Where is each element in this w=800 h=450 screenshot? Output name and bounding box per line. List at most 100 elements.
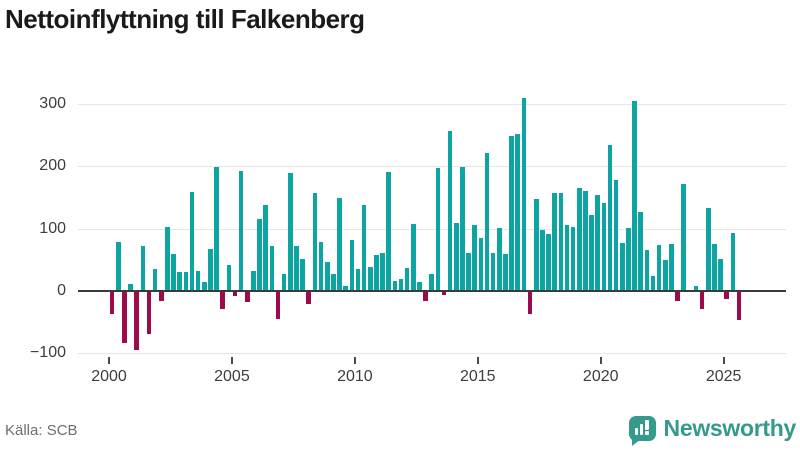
y-axis-label-300: 300	[39, 95, 66, 113]
bar-2006-q4	[275, 291, 281, 320]
bar-glyph-short	[634, 427, 639, 435]
bar-2019-q3	[589, 215, 594, 290]
bar-2014-q3	[466, 253, 471, 290]
bar-2020-q1	[601, 203, 607, 290]
bar-2017-q1	[527, 291, 533, 314]
bar-2001-q2	[140, 245, 146, 290]
x-axis-tick-2015	[476, 357, 479, 364]
bar-2001-q1	[134, 291, 139, 350]
newsworthy-logo: Newsworthy	[628, 410, 797, 446]
bar-2024-q1	[699, 291, 705, 309]
bar-2025-q1	[724, 291, 730, 299]
bar-2010-q2	[361, 205, 367, 290]
bar-2003-q2	[189, 192, 195, 290]
bar-2004-q2	[214, 167, 219, 290]
bar-2005-q4	[251, 270, 256, 290]
bar-2008-q2	[312, 192, 318, 290]
bar-2000-q4	[128, 284, 133, 290]
bar-2021-q3	[638, 211, 643, 290]
bar-2022-q2	[656, 244, 662, 290]
bar-2002-q1	[158, 291, 164, 302]
bar-2018-q2	[558, 193, 564, 290]
bar-2023-q1	[675, 291, 680, 302]
bar-2002-q4	[177, 271, 182, 290]
bar-2015-q3	[490, 253, 496, 290]
bar-2012-q4	[423, 291, 428, 302]
bar-2022-q3	[662, 259, 668, 290]
x-axis-label-2015: 2015	[459, 368, 496, 385]
newsworthy-wordmark: Newsworthy	[663, 414, 797, 441]
bar-2005-q1	[232, 291, 238, 297]
bar-2015-q1	[478, 238, 484, 290]
bar-2019-q2	[583, 191, 588, 290]
bar-2021-q4	[644, 249, 650, 290]
bar-2014-q1	[454, 223, 459, 290]
bar-2012-q2	[410, 224, 416, 290]
y-axis-label-0: 0	[57, 281, 66, 299]
bar-2020-q3	[613, 179, 619, 290]
newsworthy-bars-icon	[628, 415, 656, 446]
bar-2016-q4	[521, 98, 527, 290]
bar-2004-q3	[220, 291, 226, 310]
x-axis-tick-2020	[599, 357, 602, 364]
bar-2010-q3	[367, 267, 373, 290]
y-axis-label--100: −100	[29, 344, 66, 362]
bar-2019-q1	[576, 188, 582, 290]
bar-2005-q3	[245, 291, 250, 303]
bar-2012-q1	[404, 268, 410, 290]
bar-2007-q3	[294, 245, 299, 290]
bar-2015-q2	[484, 152, 490, 290]
bar-2010-q4	[374, 254, 379, 290]
x-axis-label-2020: 2020	[582, 368, 619, 385]
bar-2011-q4	[398, 279, 404, 290]
exclamation-dot	[645, 431, 649, 435]
bar-2009-q3	[343, 286, 348, 290]
bar-chart-plot-area: 300 200 100 0 −100 2000 2005 2010 2015 2020 2025	[29, 95, 786, 385]
x-axis-label-2010: 2010	[337, 368, 373, 385]
bar-2000-q2	[115, 242, 121, 290]
speech-bubble-tail	[631, 438, 641, 446]
bar-2019-q4	[595, 195, 600, 290]
x-axis-label-2025: 2025	[705, 368, 742, 385]
x-axis-zero-line	[78, 289, 786, 292]
gridline-200	[78, 166, 786, 168]
bar-2012-q3	[417, 281, 422, 290]
bar-2006-q2	[263, 205, 269, 290]
chart-title: Nettoinflyttning till Falkenberg	[5, 4, 365, 34]
bar-2000-q1	[109, 291, 115, 315]
bar-2025-q3	[736, 291, 742, 321]
x-axis-tick-2000	[108, 357, 110, 364]
bar-2020-q4	[619, 243, 625, 290]
bar-2007-q2	[288, 172, 293, 290]
bar-2021-q2	[632, 101, 637, 290]
x-axis-tick-2010	[353, 357, 356, 364]
bar-2003-q3	[195, 270, 201, 290]
bar-2017-q3	[540, 230, 545, 290]
bar-2003-q1	[183, 271, 189, 290]
bar-2009-q4	[349, 240, 355, 290]
bar-2015-q4	[497, 227, 502, 290]
bar-2010-q1	[355, 269, 361, 290]
gridline-300	[78, 104, 786, 106]
bar-2013-q3	[441, 291, 447, 295]
x-axis-tick-2005	[230, 357, 233, 364]
bar-2005-q2	[238, 170, 244, 290]
bar-2002-q3	[171, 254, 176, 290]
bar-2025-q2	[730, 233, 736, 290]
bar-2024-q2	[706, 207, 711, 290]
bar-2001-q4	[152, 269, 158, 290]
bar-2003-q4	[201, 281, 207, 290]
x-axis-label-2000: 2000	[91, 368, 127, 385]
exclamation-stroke	[645, 420, 649, 430]
bar-2020-q2	[607, 145, 613, 290]
bar-2000-q3	[122, 291, 127, 343]
bar-2023-q2	[681, 183, 687, 290]
bar-2001-q3	[146, 291, 152, 335]
bar-2024-q3	[712, 244, 717, 290]
bar-2008-q1	[306, 291, 312, 304]
source-note: Källa: SCB	[5, 422, 78, 439]
bar-2008-q3	[318, 242, 324, 290]
bar-2007-q1	[281, 273, 287, 290]
bar-2016-q3	[515, 133, 521, 290]
bar-2011-q1	[380, 253, 385, 290]
